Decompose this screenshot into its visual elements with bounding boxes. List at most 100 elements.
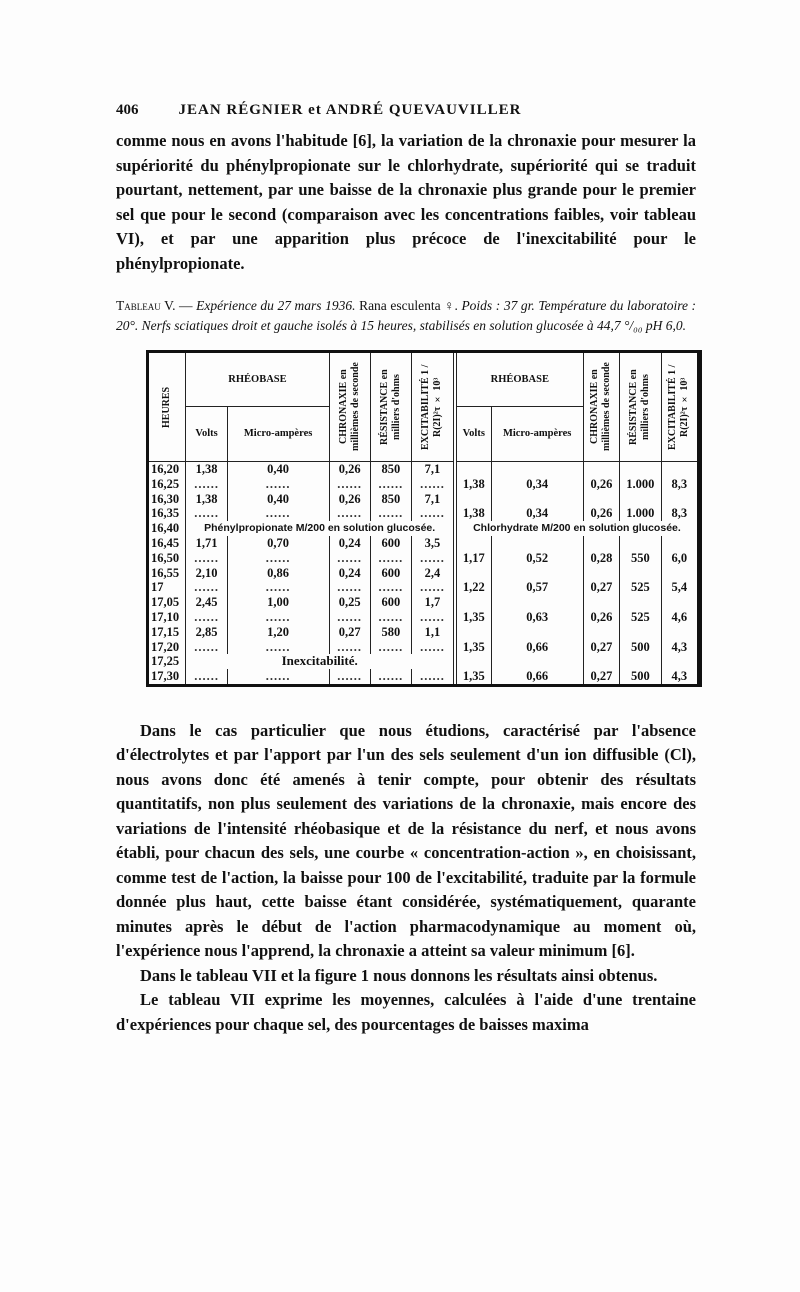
dotted-cell: ......: [411, 609, 455, 625]
table-cell: [490, 461, 584, 477]
table-row: 16,40 Phénylpropionate M/200 en solution …: [149, 521, 697, 536]
table-cell: [490, 654, 584, 670]
dotted-cell: ......: [369, 669, 412, 684]
table-row: 16,25.............................. 1,38 0…: [149, 476, 697, 492]
table-cell: 0,26: [582, 506, 620, 522]
table-cell: [452, 535, 492, 551]
table-cell: 6,0: [660, 550, 697, 566]
table-cell: 0,52: [490, 550, 584, 566]
table-cell: [582, 624, 620, 640]
table-cell: 17,15: [151, 624, 180, 639]
table-cell: 1,38: [185, 491, 228, 507]
table-cell: 1.000: [619, 476, 662, 492]
table-row: 17,20.............................. 1,35 0…: [149, 639, 697, 655]
dotted-cell: ......: [185, 476, 228, 492]
table-cell: 1,1: [411, 624, 455, 640]
dotted-cell: ......: [369, 476, 412, 492]
table-cell: 600: [369, 565, 412, 581]
dotted-cell: ......: [185, 609, 228, 625]
table-cell: 1,20: [226, 624, 330, 640]
dotted-cell: ......: [226, 669, 330, 684]
table-cell: 0,27: [582, 639, 620, 655]
table-cell: 1,38: [185, 461, 228, 477]
table-cell: [619, 654, 662, 670]
table-cell: 580: [369, 624, 412, 640]
table-cell: 1,35: [452, 669, 492, 684]
header-resistance: RÉSISTANCE en milliers d'ohms: [378, 369, 402, 445]
dotted-cell: ......: [328, 639, 371, 655]
table-cell: 0,40: [226, 461, 330, 477]
header-rheobase: RHÉOBASE: [185, 353, 330, 407]
table-row: 17,25 Inexcitabilité.: [149, 654, 697, 670]
table-cell: [490, 535, 584, 551]
dotted-cell: ......: [226, 580, 330, 596]
table-cell: 0,26: [328, 461, 371, 477]
table-cell: 16,35: [151, 506, 180, 521]
dotted-cell: ......: [369, 639, 412, 655]
dotted-cell: ......: [328, 580, 371, 596]
table-cell: 0,25: [328, 595, 371, 610]
table-row: 16,35.............................. 1,38 0…: [149, 506, 697, 522]
table-cell: 0,57: [490, 580, 584, 596]
dotted-cell: ......: [185, 580, 228, 596]
intro-paragraph: comme nous en avons l'habitude [6], la v…: [116, 131, 696, 273]
dotted-cell: ......: [411, 476, 455, 492]
dotted-cell: ......: [226, 639, 330, 655]
header-chronaxie: CHRONAXIE en millièmes de seconde: [589, 362, 613, 452]
table-cell: [660, 565, 697, 581]
table-row: 16,45 1,71 0,70 0,24 600 3,5: [149, 535, 697, 551]
dotted-cell: ......: [226, 476, 330, 492]
table-cell: [452, 595, 492, 610]
table-row: 16,50.............................. 1,17 0…: [149, 550, 697, 566]
table-cell: 850: [369, 461, 412, 477]
table-cell: [619, 535, 662, 551]
table-cell: 8,3: [660, 506, 697, 522]
running-header: 406 JEAN RÉGNIER et ANDRÉ QUEVAUVILLER: [116, 102, 696, 119]
table-cell: 2,10: [185, 565, 228, 581]
table-cell: 600: [369, 595, 412, 610]
table-cell: 1.000: [619, 506, 662, 522]
dotted-cell: ......: [369, 506, 412, 522]
dotted-cell: ......: [411, 639, 455, 655]
table-cell: 17,10: [151, 609, 180, 624]
dotted-cell: ......: [411, 580, 455, 596]
table-cell: 16,30: [151, 491, 180, 506]
dotted-cell: ......: [369, 609, 412, 625]
table-cell: 16,50: [151, 550, 180, 565]
table-cell: 16,55: [151, 565, 180, 580]
table-cell: 1,7: [411, 595, 455, 610]
table-cell: 525: [619, 609, 662, 625]
paragraph: Le tableau VII exprime les moyennes, cal…: [116, 990, 696, 1034]
table-row: 17.............................. 1,22 0,57…: [149, 580, 697, 596]
table-cell: [452, 654, 492, 670]
table-cell: 0,26: [328, 491, 371, 507]
table-cell: 2,4: [411, 565, 455, 581]
table-cell: [582, 565, 620, 581]
table-caption: Tableau V. — Expérience du 27 mars 1936.…: [116, 298, 697, 333]
table-cell: 0,66: [490, 639, 584, 655]
table-cell: 4,3: [660, 669, 697, 684]
paragraph: Dans le tableau VII et la figure 1 nous …: [140, 965, 658, 985]
table-cell: 4,6: [660, 609, 697, 625]
data-table: HEURES RHÉOBASE CHRONAXIE en millièmes d…: [146, 350, 702, 687]
dotted-cell: ......: [185, 550, 228, 566]
table-cell: 500: [619, 639, 662, 655]
body-text: Dans le cas particulier que nous étudion…: [116, 719, 696, 1038]
table-cell: [490, 595, 584, 610]
header-resistance: RÉSISTANCE en milliers d'ohms: [628, 369, 652, 445]
table-cell: [582, 535, 620, 551]
table-cell: [452, 624, 492, 640]
table-cell: [490, 565, 584, 581]
table-cell: 0,24: [328, 565, 371, 581]
header-heures: HEURES: [161, 386, 173, 428]
header-excitabilite: EXCITABILITÉ 1 / R(2I)²τ × 10³: [420, 364, 444, 450]
table-cell: [619, 491, 662, 507]
table-cell: [660, 624, 697, 640]
table-cell: 0,27: [582, 669, 620, 684]
table-cell: 8,3: [660, 476, 697, 492]
header-volts: Volts: [185, 406, 228, 463]
table-cell: 17: [151, 580, 164, 595]
table-cell: 0,66: [490, 669, 584, 684]
dotted-cell: ......: [328, 476, 371, 492]
